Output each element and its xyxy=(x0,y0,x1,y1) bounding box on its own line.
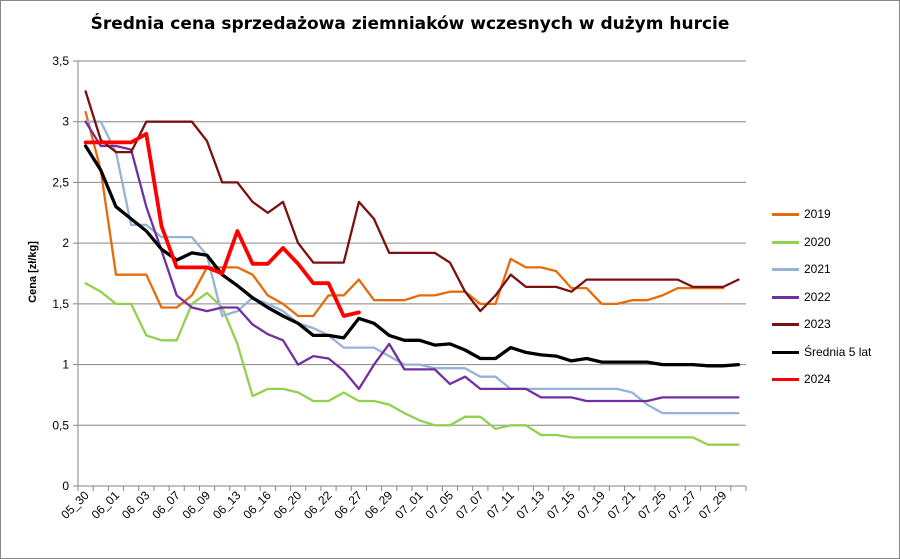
legend-swatch xyxy=(772,378,799,381)
legend-item: 2019 xyxy=(770,205,895,223)
series-line-2022 xyxy=(84,120,740,403)
x-tick-label: 07_01 xyxy=(392,488,426,522)
x-tick-label: 07_07 xyxy=(453,488,487,522)
x-tick-label: 06_01 xyxy=(89,488,123,522)
y-axis-label: Cena [zł/kg] xyxy=(27,241,39,303)
series-line-2023 xyxy=(84,90,740,313)
y-tick-label: 1 xyxy=(62,358,69,372)
x-axis-ticks: 05_3006_0106_0306_0706_0906_1306_1606_20… xyxy=(58,486,747,522)
x-tick-label: 06_22 xyxy=(301,488,335,522)
series-line-2019 xyxy=(84,110,725,318)
x-tick-label: 07_05 xyxy=(423,488,457,522)
gridlines xyxy=(78,60,746,487)
legend-item: 2023 xyxy=(770,315,895,333)
legend-label: 2021 xyxy=(804,262,831,276)
legend-label: 2022 xyxy=(804,289,831,304)
x-tick-label: 06_03 xyxy=(119,488,153,522)
x-tick-label: 07_25 xyxy=(635,488,669,522)
y-tick-label: 2,5 xyxy=(52,175,69,189)
series-line-2024 xyxy=(83,132,361,318)
legend-swatch xyxy=(772,350,799,354)
legend-item: 2020 xyxy=(770,233,895,251)
x-tick-label: 06_20 xyxy=(271,488,305,522)
legend-item: Średnia 5 lat xyxy=(770,343,895,361)
legend-label: 2020 xyxy=(804,234,831,249)
x-tick-label: 06_29 xyxy=(362,488,396,522)
legend-swatch xyxy=(772,295,799,299)
x-tick-label: 07_15 xyxy=(544,488,578,522)
x-tick-label: 06_27 xyxy=(331,488,365,522)
y-tick-label: 0,5 xyxy=(52,418,69,432)
x-tick-label: 07_13 xyxy=(514,488,548,522)
legend-swatch xyxy=(772,323,799,326)
x-tick-label: 07_27 xyxy=(665,488,699,522)
series-line-2021 xyxy=(84,120,740,415)
legend-item: 2024 xyxy=(770,370,895,388)
y-tick-label: 2 xyxy=(62,236,69,250)
y-tick-label: 1,5 xyxy=(52,297,69,311)
axes xyxy=(77,61,746,487)
y-tick-label: 3 xyxy=(62,115,69,129)
x-tick-label: 06_16 xyxy=(240,488,274,522)
x-tick-label: 06_13 xyxy=(210,488,244,522)
y-tick-label: 0 xyxy=(62,479,69,493)
legend-swatch xyxy=(772,240,799,244)
legend-label: 2023 xyxy=(804,317,831,331)
chart-title: Średnia cena sprzedażowa ziemniaków wcze… xyxy=(90,14,730,34)
legend-swatch xyxy=(772,213,799,216)
legend-swatch xyxy=(772,268,799,271)
x-tick-label: 07_29 xyxy=(696,488,730,522)
legend-item: 2022 xyxy=(770,288,895,306)
legend-label: 2024 xyxy=(804,372,831,386)
legend-label: Średnia 5 lat xyxy=(804,344,872,359)
x-tick-label: 07_11 xyxy=(484,488,517,521)
y-axis-ticks: 0 0,5 1 1,5 2 2,5 3 3,5 xyxy=(52,54,78,493)
series-line-2020 xyxy=(84,282,740,446)
x-tick-label: 07_19 xyxy=(574,488,608,522)
legend-label: 2019 xyxy=(804,207,831,221)
x-tick-label: 06_09 xyxy=(180,488,214,522)
legend-item: 2021 xyxy=(770,260,895,278)
y-tick-label: 3,5 xyxy=(52,54,69,68)
series-lines xyxy=(83,90,741,446)
x-tick-label: 05_30 xyxy=(58,488,92,522)
x-tick-label: 07_21 xyxy=(605,488,639,522)
x-tick-label: 06_07 xyxy=(149,488,183,522)
series-line-średnia-5-lat xyxy=(83,144,741,368)
